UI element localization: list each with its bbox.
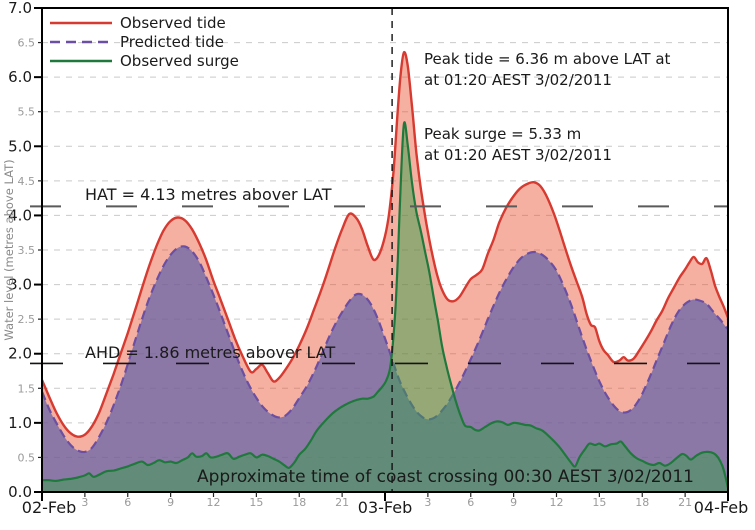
- chart-plot-area: 3 6 9 12 15 18 21 3 6 9 12 15 18 21 0.0 1.0 2.0 3.0 4.0 5.0…: [8, 0, 729, 509]
- x-minor-tick-label: 12: [207, 496, 221, 509]
- y-major-tick-label: 6.0: [8, 68, 32, 86]
- observed-surge-area: [42, 122, 728, 492]
- series-layer: [42, 50, 728, 492]
- observed-surge-curve: [42, 121, 728, 489]
- peak-surge-annotation-line1: Peak surge = 5.33 m: [424, 125, 581, 143]
- peak-tide-annotation-line2: at 01:20 AEST 3/02/2011: [424, 71, 612, 89]
- x-minor-tick-label: 3: [81, 496, 88, 509]
- x-minor-tick-label: 21: [678, 496, 692, 509]
- y-minor-tick-label: 1.5: [18, 382, 36, 395]
- x-minor-tick-label: 6: [124, 496, 131, 509]
- x-minor-tick-label: 21: [335, 496, 349, 509]
- y-major-tick-label: 5.0: [8, 137, 32, 155]
- predicted-tide-area: [42, 246, 728, 492]
- x-minor-tick-label: 12: [550, 496, 564, 509]
- x-minor-tick-label: 9: [510, 496, 517, 509]
- coast-crossing-annotation: Approximate time of coast crossing 00:30…: [197, 467, 694, 487]
- x-minor-tick-label: 9: [167, 496, 174, 509]
- ahd-line-label: AHD = 1.86 metres abover LAT: [85, 343, 335, 362]
- legend-label-predicted-tide: Predicted tide: [120, 33, 224, 51]
- x-minor-tick-label: 15: [592, 496, 606, 509]
- y-major-tick-label: 0.0: [8, 483, 32, 501]
- legend: Observed tide Predicted tide Observed su…: [50, 14, 239, 70]
- x-minor-tick-label: 6: [467, 496, 474, 509]
- x-tick-label-03-feb: 03-Feb: [358, 498, 412, 517]
- y-minor-tick-label: 6.5: [18, 37, 36, 50]
- x-minor-tick-label: 15: [249, 496, 263, 509]
- legend-label-observed-surge: Observed surge: [120, 52, 239, 70]
- y-major-tick-label: 3.0: [8, 276, 32, 294]
- y-major-tick-label: 4.0: [8, 206, 32, 224]
- predicted-tide-curve: [42, 245, 728, 454]
- y-minor-tick-label: 2.5: [18, 313, 36, 326]
- y-major-tick-label: 2.0: [8, 345, 32, 363]
- peak-tide-annotation-line1: Peak tide = 6.36 m above LAT at: [424, 50, 671, 68]
- x-tick-label-04-feb: 04-Feb: [694, 498, 748, 517]
- y-minor-tick-label: 5.5: [18, 106, 36, 119]
- annotations: HAT = 4.13 metres abover LAT AHD = 1.86 …: [85, 50, 694, 487]
- x-minor-tick-label: 18: [292, 496, 306, 509]
- y-major-tick-label: 7.0: [8, 0, 32, 17]
- y-axis-title: Water level (metres above LAT): [2, 159, 16, 340]
- y-minor-tick-label: 3.5: [18, 244, 36, 257]
- observed-tide-curve: [42, 50, 728, 438]
- x-minor-tick-label: 18: [635, 496, 649, 509]
- x-tick-label-02-feb: 02-Feb: [22, 498, 76, 517]
- y-minor-tick-label: 0.5: [18, 451, 36, 464]
- hat-line-label: HAT = 4.13 metres abover LAT: [85, 185, 332, 204]
- x-minor-tick-label: 3: [424, 496, 431, 509]
- peak-surge-annotation-line2: at 01:20 AEST 3/02/2011: [424, 146, 612, 164]
- y-minor-tick-label: 4.5: [18, 175, 36, 188]
- y-major-tick-label: 1.0: [8, 414, 32, 432]
- legend-label-observed-tide: Observed tide: [120, 14, 226, 32]
